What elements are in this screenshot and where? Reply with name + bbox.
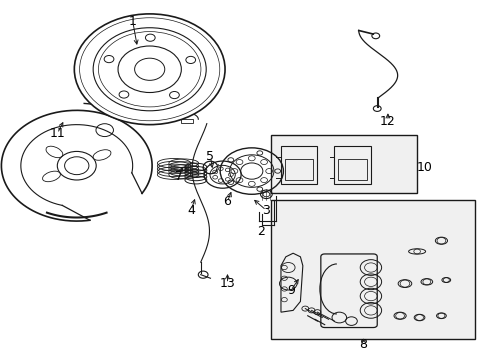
Bar	[285, 158, 312, 180]
Text: 10: 10	[416, 161, 431, 174]
Text: 6: 6	[223, 195, 231, 208]
Text: 12: 12	[379, 114, 395, 127]
Bar	[281, 146, 317, 184]
Text: 4: 4	[187, 204, 195, 217]
Text: 5: 5	[206, 150, 214, 163]
Text: 9: 9	[286, 284, 294, 297]
Circle shape	[74, 14, 224, 125]
Text: 13: 13	[219, 277, 235, 290]
Bar	[181, 118, 193, 123]
Text: 3: 3	[262, 204, 270, 217]
Text: 8: 8	[359, 338, 367, 351]
Text: 1: 1	[128, 14, 136, 27]
Text: 7: 7	[175, 170, 183, 183]
Bar	[271, 135, 416, 193]
Text: 11: 11	[49, 127, 65, 140]
Bar	[338, 158, 366, 180]
Bar	[334, 146, 370, 184]
Bar	[271, 200, 474, 339]
Text: 2: 2	[257, 225, 265, 238]
